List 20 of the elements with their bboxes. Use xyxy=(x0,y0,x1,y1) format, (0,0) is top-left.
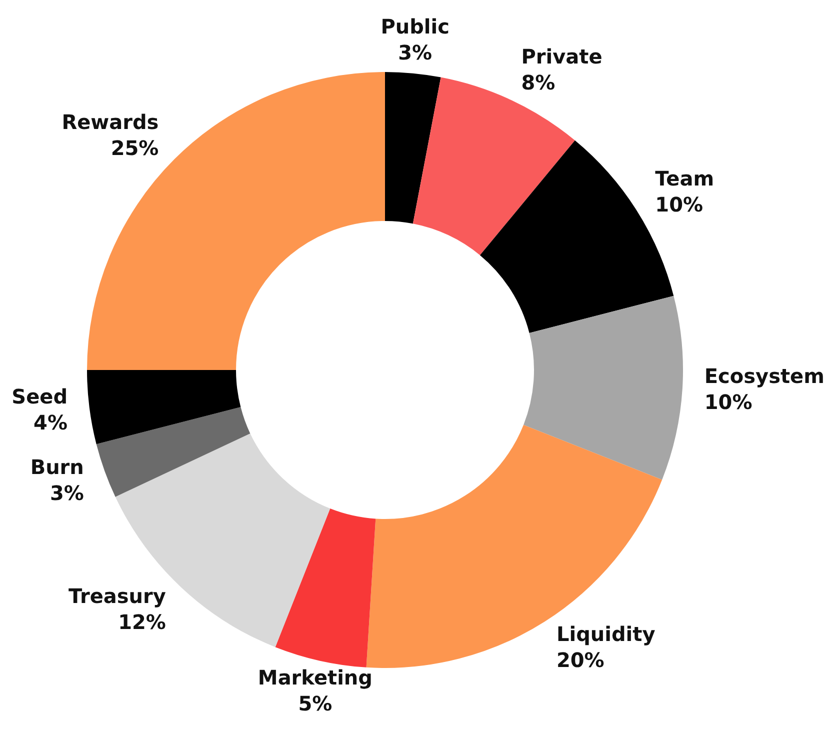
slice-label: Private xyxy=(521,44,602,69)
slice-label: Ecosystem xyxy=(704,364,824,388)
slice-label: Seed xyxy=(12,384,68,409)
data-label: 5% xyxy=(298,691,332,716)
data-label: 20% xyxy=(556,648,604,672)
data-label: 25% xyxy=(110,136,159,160)
slice-label: Treasury xyxy=(68,584,166,608)
slice-label: Burn xyxy=(30,454,84,479)
slice-label: Team xyxy=(655,166,714,190)
data-label: 10% xyxy=(704,390,752,414)
data-label: 4% xyxy=(34,410,68,435)
data-label: 12% xyxy=(118,610,166,634)
data-label: 10% xyxy=(655,192,704,216)
data-label: 8% xyxy=(521,70,556,95)
slice-label: Liquidity xyxy=(556,622,656,646)
slice-label: Rewards xyxy=(62,110,159,134)
slice-label: Public xyxy=(380,14,450,39)
data-label: 3% xyxy=(398,40,432,65)
slice-label: Marketing xyxy=(258,665,372,690)
data-label: 3% xyxy=(50,480,84,505)
